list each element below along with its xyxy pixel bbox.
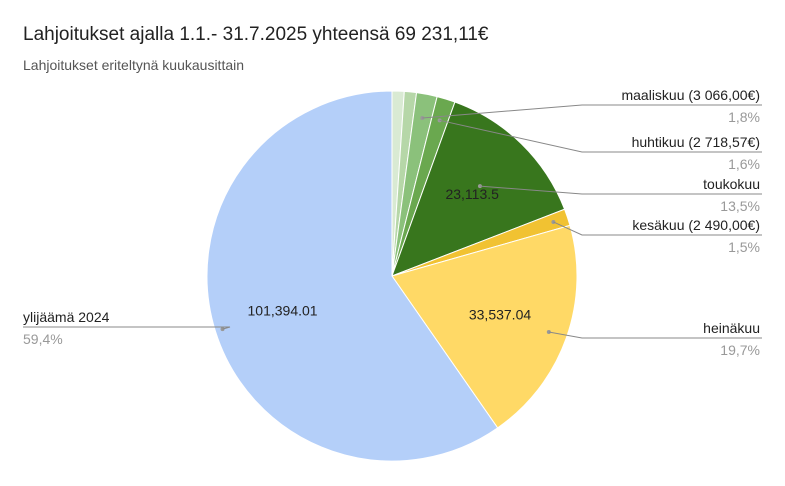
- leader-line-1: [439, 119, 762, 153]
- leader-line-2: [479, 185, 762, 195]
- legend-percent-0: 1,8%: [728, 109, 760, 125]
- legend-label-3: kesäkuu (2 490,00€): [632, 217, 760, 233]
- legend-percent-2: 13,5%: [720, 198, 760, 214]
- legend-label-4: heinäkuu: [703, 320, 760, 336]
- chart-title: Lahjoitukset ajalla 1.1.- 31.7.2025 yhte…: [23, 24, 489, 45]
- legend-label-0: maaliskuu (3 066,00€): [621, 87, 760, 103]
- slice-data-label-4: 33,537.04: [469, 307, 531, 323]
- leader-line-5: [23, 326, 231, 330]
- callout-labels: maaliskuu (3 066,00€) 1,8% huhtikuu (2 718…: [23, 87, 762, 358]
- legend-label-2: toukokuu: [703, 176, 760, 192]
- slice-data-label-5: 101,394.01: [248, 302, 318, 318]
- legend-percent-3: 1,5%: [728, 239, 760, 255]
- leader-line-4: [548, 331, 762, 339]
- pie-slice-5[interactable]: [206, 90, 499, 462]
- legend-label-1: huhtikuu (2 718,57€): [632, 134, 760, 150]
- legend-label-5: ylijäämä 2024: [23, 309, 110, 325]
- chart-subtitle: Lahjoitukset eriteltynä kuukausittain: [23, 57, 245, 73]
- pie-slices: [206, 90, 578, 462]
- pie-slice-4[interactable]: [391, 224, 578, 429]
- slice-data-label-2: 23,113.5: [445, 186, 499, 202]
- leader-line-3: [553, 221, 762, 236]
- leader-line-0: [422, 104, 762, 119]
- pie-slice-2[interactable]: [391, 101, 566, 277]
- legend-percent-1: 1,6%: [728, 156, 760, 172]
- legend-percent-4: 19,7%: [720, 342, 760, 358]
- legend-percent-5: 59,4%: [23, 331, 63, 347]
